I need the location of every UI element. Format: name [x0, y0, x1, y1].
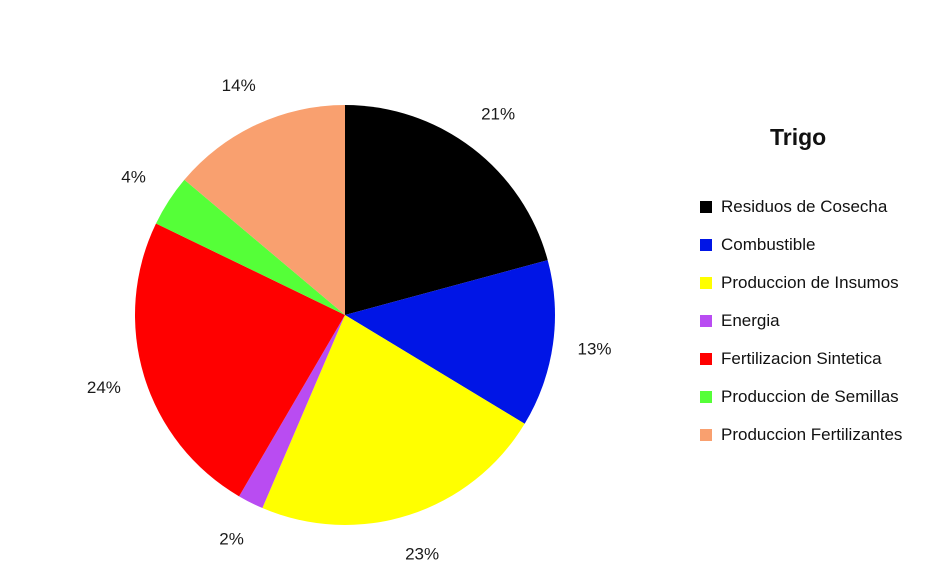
legend-item: Produccion de Insumos — [700, 264, 902, 302]
pie-slice-2 — [345, 260, 555, 424]
legend-label: Produccion de Insumos — [721, 273, 899, 292]
data-label-1: 21% — [481, 104, 515, 123]
legend-swatch — [700, 353, 712, 365]
legend-label: Produccion Fertilizantes — [721, 425, 903, 444]
legend-item: Produccion de Semillas — [700, 378, 902, 416]
legend-label: Produccion de Semillas — [721, 387, 899, 406]
pie-labels: 21% 13% 23% 2% 24% 4% 14% — [87, 76, 612, 563]
data-label-4: 2% — [219, 530, 244, 549]
pie-slice-7 — [184, 105, 345, 315]
legend-item: Produccion Fertilizantes — [700, 416, 902, 454]
legend-label: Fertilizacion Sintetica — [721, 349, 882, 368]
legend-swatch — [700, 201, 712, 213]
legend-label: Energia — [721, 311, 780, 330]
legend-swatch — [700, 315, 712, 327]
pie-slice-6 — [156, 179, 345, 315]
legend-swatch — [700, 391, 712, 403]
data-label-3: 23% — [405, 544, 439, 563]
data-label-7: 14% — [222, 76, 256, 95]
pie-slice-3 — [262, 315, 525, 525]
pie-slice-1 — [345, 105, 548, 315]
data-label-5: 24% — [87, 378, 121, 397]
legend: Residuos de Cosecha Combustible Produccion… — [700, 188, 902, 454]
legend-item: Energia — [700, 302, 902, 340]
data-label-6: 4% — [121, 167, 146, 186]
pie-slice-4 — [239, 315, 345, 509]
legend-swatch — [700, 429, 712, 441]
pie-slice-5 — [134, 223, 345, 497]
legend-label: Combustible — [721, 235, 816, 254]
pie-slices — [134, 105, 555, 525]
legend-item: Combustible — [700, 226, 902, 264]
chart-title: Trigo — [770, 124, 827, 150]
legend-label: Residuos de Cosecha — [721, 197, 888, 216]
legend-swatch — [700, 239, 712, 251]
legend-swatch — [700, 277, 712, 289]
legend-item: Residuos de Cosecha — [700, 188, 902, 226]
legend-item: Fertilizacion Sintetica — [700, 340, 902, 378]
data-label-2: 13% — [577, 340, 611, 359]
